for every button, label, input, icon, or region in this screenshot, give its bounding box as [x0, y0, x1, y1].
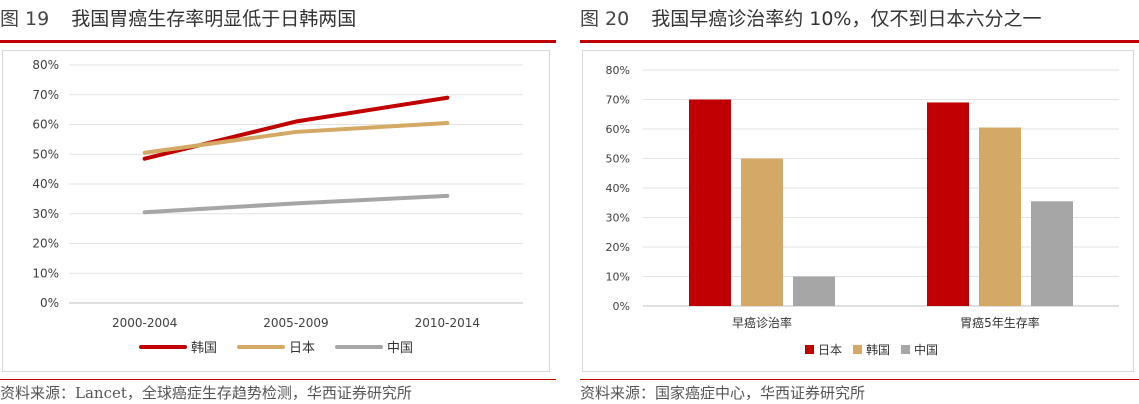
bar-日本: [689, 99, 731, 306]
legend-swatch: [853, 345, 862, 354]
figure-19-title: 图 19 我国胃癌生存率明显低于日韩两国: [0, 4, 556, 34]
x-tick-label: 早癌诊治率: [732, 315, 792, 330]
y-tick-label: 20%: [32, 237, 59, 251]
y-tick-label: 10%: [606, 271, 630, 284]
y-tick-label: 80%: [606, 64, 630, 77]
legend-label: 中国: [914, 342, 938, 357]
x-tick-label: 2005-2009: [263, 316, 328, 330]
figure-19-panel: 图 19 我国胃癌生存率明显低于日韩两国 0% 10% 20% 30% 40% 50% 60%…: [0, 0, 556, 404]
figure-20-panel: 图 20 我国早癌诊治率约 10%，仅不到日本六分之一 0% 10% 20% 30% 40…: [580, 0, 1139, 404]
line-chart-frame: 0% 10% 20% 30% 40% 50% 60% 70% 80% 2000-2004 2005-…: [2, 50, 550, 372]
x-tick-label: 2000-2004: [112, 316, 177, 330]
y-tick-label: 30%: [32, 207, 59, 221]
series-line-韩国: [142, 95, 450, 161]
bar-日本: [927, 102, 969, 306]
y-tick-label: 80%: [32, 58, 59, 72]
x-tick-label: 2010-2014: [415, 316, 480, 330]
y-tick-label: 60%: [606, 123, 630, 136]
bar-chart: 0% 10% 20% 30% 40% 50% 60% 70% 80% 早癌诊治率 胃癌5年生存率日本…: [606, 64, 1119, 357]
line-chart: 0% 10% 20% 30% 40% 50% 60% 70% 80% 2000-2004 2005-…: [32, 58, 523, 356]
y-tick-label: 60%: [32, 118, 59, 132]
figure-19-title-text: 我国胃癌生存率明显低于日韩两国: [71, 8, 357, 30]
y-tick-label: 50%: [606, 153, 630, 166]
title-rule: [580, 40, 1139, 43]
legend-label: 韩国: [866, 342, 890, 357]
y-tick-label: 20%: [606, 241, 630, 254]
bar-chart-frame: 0% 10% 20% 30% 40% 50% 60% 70% 80% 早癌诊治率 胃癌5年生存率日本…: [582, 50, 1134, 372]
figure-19-number: 图 19: [0, 8, 50, 30]
figure-20-title: 图 20 我国早癌诊治率约 10%，仅不到日本六分之一: [580, 4, 1139, 34]
legend-swatch: [901, 345, 910, 354]
figure-20-title-text: 我国早癌诊治率约 10%，仅不到日本六分之一: [651, 8, 1042, 30]
legend-label: 韩国: [191, 341, 217, 356]
y-tick-label: 40%: [606, 182, 630, 195]
title-rule: [0, 40, 556, 43]
bar-中国: [1031, 201, 1073, 306]
legend-label: 日本: [818, 343, 842, 357]
figure-19-source: 资料来源：Lancet，全球癌症生存趋势检测，华西证券研究所: [0, 384, 412, 402]
legend-swatch: [805, 345, 814, 354]
bar-韩国: [741, 158, 783, 306]
series-line-日本: [142, 121, 450, 155]
y-tick-label: 30%: [606, 212, 630, 225]
source-rule: [580, 379, 1139, 380]
y-tick-label: 70%: [606, 94, 630, 107]
source-rule: [0, 379, 556, 380]
y-tick-label: 0%: [40, 296, 59, 310]
bar-中国: [793, 276, 835, 306]
y-tick-label: 50%: [32, 147, 59, 161]
series-line-中国: [142, 193, 450, 215]
figure-20-number: 图 20: [580, 8, 630, 30]
bar-韩国: [979, 127, 1021, 307]
legend-label: 中国: [387, 341, 413, 356]
y-tick-label: 70%: [32, 88, 59, 102]
figure-20-source: 资料来源：国家癌症中心，华西证券研究所: [580, 384, 866, 402]
y-tick-label: 40%: [32, 177, 59, 191]
legend-label: 日本: [289, 341, 315, 356]
y-tick-label: 10%: [32, 266, 59, 280]
x-tick-label: 胃癌5年生存率: [960, 315, 1040, 330]
y-tick-label: 0%: [613, 300, 630, 313]
